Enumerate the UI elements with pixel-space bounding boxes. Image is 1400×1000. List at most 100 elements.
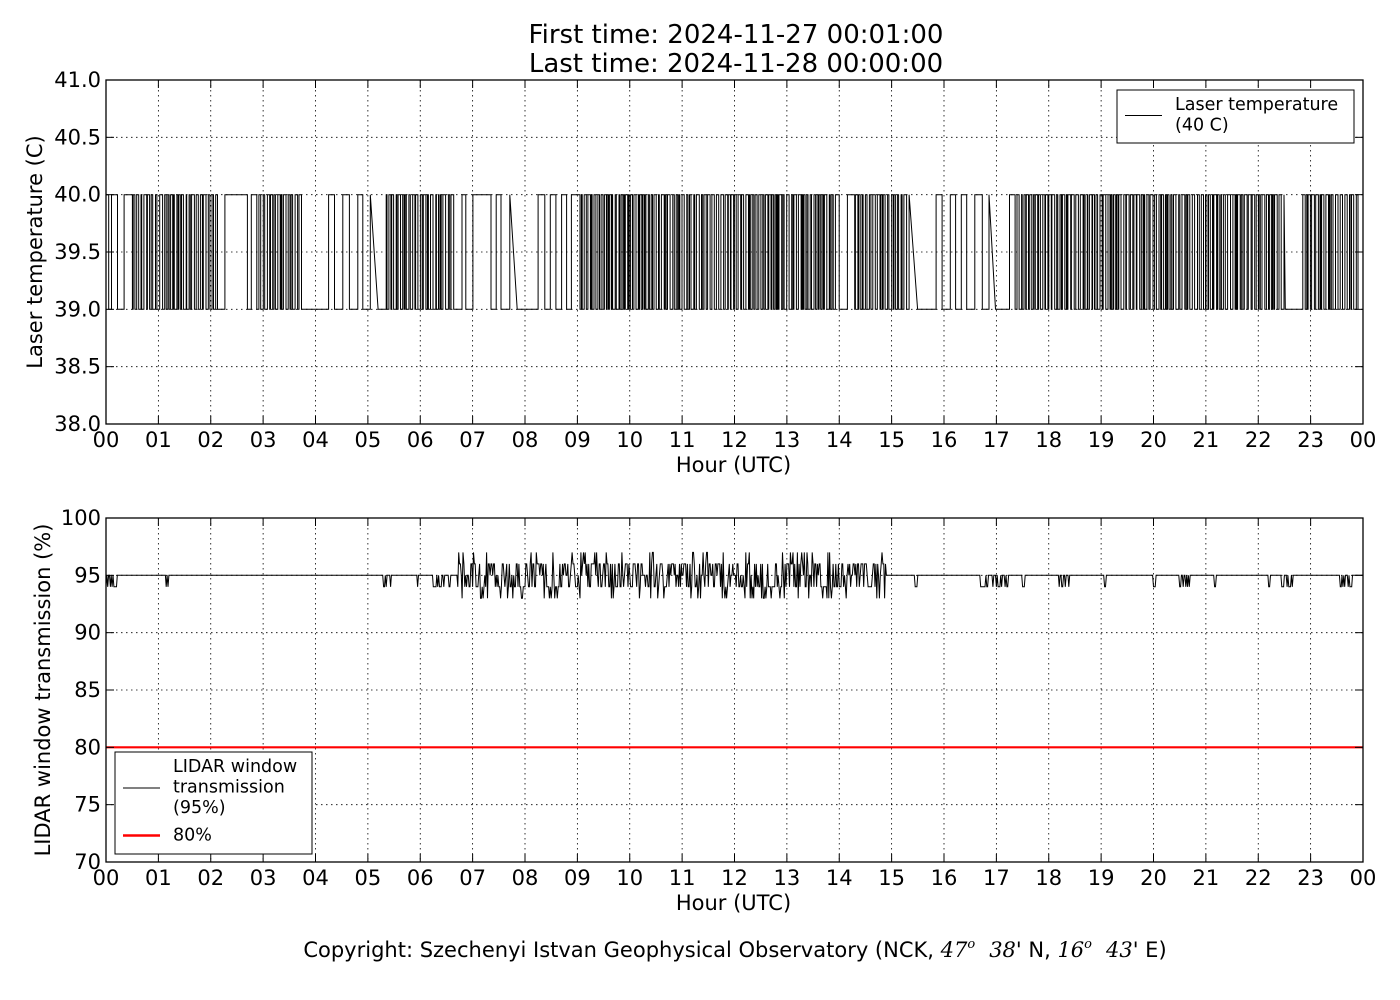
legend-box [1116,89,1355,144]
x-tick-label: 18 [1035,428,1062,452]
x-tick-label: 13 [774,866,801,890]
x-tick-label: 01 [145,428,172,452]
x-tick-label: 19 [1088,866,1115,890]
y-tick-label: 100 [61,506,101,530]
y-tick-label: 90 [74,621,101,645]
x-tick-label: 09 [564,866,591,890]
x-axis-title: Hour (UTC) [676,891,791,915]
figure-title: First time: 2024-11-27 00:01:00 Last tim… [529,20,944,79]
x-tick-label: 00 [93,428,120,452]
y-axis-title: LIDAR window transmission (%) [31,524,55,857]
x-tick-label: 12 [721,866,748,890]
x-tick-label: 09 [564,428,591,452]
ticks: 00 01 02 03 04 05 06 07 08 09 10 11 12 13 14 15 16 17 18 19… [54,68,1376,452]
x-tick-label: 04 [302,866,329,890]
x-tick-label: 13 [774,428,801,452]
x-tick-label: 22 [1245,866,1272,890]
plot-area [105,194,1359,310]
x-tick-label: 05 [355,866,382,890]
y-tick-label: 39.5 [54,240,101,264]
x-tick-label: 17 [983,866,1010,890]
x-tick-label: 15 [878,866,905,890]
laser-temperature-line [105,194,1359,310]
x-tick-label: 21 [1193,866,1220,890]
x-tick-label: 10 [616,866,643,890]
footer-lat-suffix: ' N, [1016,938,1058,962]
footer-degree-mark-2: o [1084,937,1092,952]
footer-lon-suffix: ' E) [1133,938,1167,962]
x-tick-label: 11 [669,428,696,452]
legend-label: Laser temperature [1175,95,1338,115]
legend-label: transmission [173,778,285,798]
x-tick-label: 15 [878,428,905,452]
y-tick-label: 95 [74,563,101,587]
x-tick-label: 01 [145,866,172,890]
x-tick-label: 20 [1140,428,1167,452]
x-tick-label: 16 [931,866,958,890]
legend-label: LIDAR window [173,757,297,777]
x-tick-label: 05 [355,428,382,452]
x-tick-label: 00 [1350,428,1377,452]
x-tick-label: 19 [1088,428,1115,452]
x-tick-label: 07 [459,866,486,890]
x-axis-title: Hour (UTC) [676,453,791,477]
footer-prefix: Copyright: Szechenyi Istvan Geophysical … [303,938,940,962]
title-line-2: Last time: 2024-11-28 00:00:00 [529,49,943,79]
legend-label: 80% [173,826,212,846]
x-tick-label: 08 [512,428,539,452]
x-tick-label: 03 [250,866,277,890]
x-tick-label: 06 [407,428,434,452]
x-tick-label: 00 [1350,866,1377,890]
footer-lon-minutes: 43 [1105,938,1133,962]
x-tick-label: 12 [721,428,748,452]
x-tick-label: 10 [616,428,643,452]
x-tick-label: 11 [669,866,696,890]
x-tick-label: 21 [1193,428,1220,452]
y-axis-title: Laser temperature (C) [23,135,47,368]
y-tick-label: 38.0 [54,412,101,436]
laser-temperature-panel: 00 01 02 03 04 05 06 07 08 09 10 11 12 13 14 15 16 17 18 19… [23,68,1376,477]
x-tick-label: 23 [1297,428,1324,452]
x-tick-label: 02 [197,866,224,890]
copyright-footer: Copyright: Szechenyi Istvan Geophysical … [303,937,1166,962]
footer-lon-degrees: 16 [1057,938,1084,962]
x-tick-label: 23 [1297,866,1324,890]
legend-box [114,751,313,855]
x-tick-label: 07 [459,428,486,452]
x-tick-label: 04 [302,428,329,452]
x-tick-label: 06 [407,866,434,890]
x-tick-label: 20 [1140,866,1167,890]
y-tick-label: 38.5 [54,355,101,379]
title-line-1: First time: 2024-11-27 00:01:00 [529,20,944,50]
x-tick-label: 14 [826,866,853,890]
y-tick-label: 40.0 [54,183,101,207]
x-tick-label: 00 [93,866,120,890]
transmission-line [105,551,1363,599]
x-tick-label: 08 [512,866,539,890]
footer-lat-degrees: 47 [940,938,968,962]
x-tick-label: 22 [1245,428,1272,452]
x-tick-label: 16 [931,428,958,452]
y-tick-label: 85 [74,678,101,702]
y-tick-label: 75 [74,793,101,817]
legend-label: (95%) [173,798,226,818]
y-tick-label: 80 [74,735,101,759]
footer-degree-mark: o [967,937,975,952]
x-tick-label: 18 [1035,866,1062,890]
x-tick-label: 17 [983,428,1010,452]
y-tick-label: 40.5 [54,125,101,149]
x-tick-label: 02 [197,428,224,452]
y-tick-label: 41.0 [54,68,101,92]
footer-lat-minutes: 38 [989,938,1016,962]
y-tick-label: 70 [74,850,101,874]
y-tick-label: 39.0 [54,297,101,321]
x-tick-label: 14 [826,428,853,452]
x-tick-label: 03 [250,428,277,452]
legend: Laser temperature(40 C) [1116,89,1355,144]
lidar-transmission-panel: 00 01 02 03 04 05 06 07 08 09 10 11 12 13 14 15 16 17 18 19… [31,506,1376,915]
ticks: 00 01 02 03 04 05 06 07 08 09 10 11 12 13 14 15 16 17 18 19… [61,506,1376,890]
plot-area [105,551,1363,749]
legend-label: (40 C) [1175,116,1229,136]
